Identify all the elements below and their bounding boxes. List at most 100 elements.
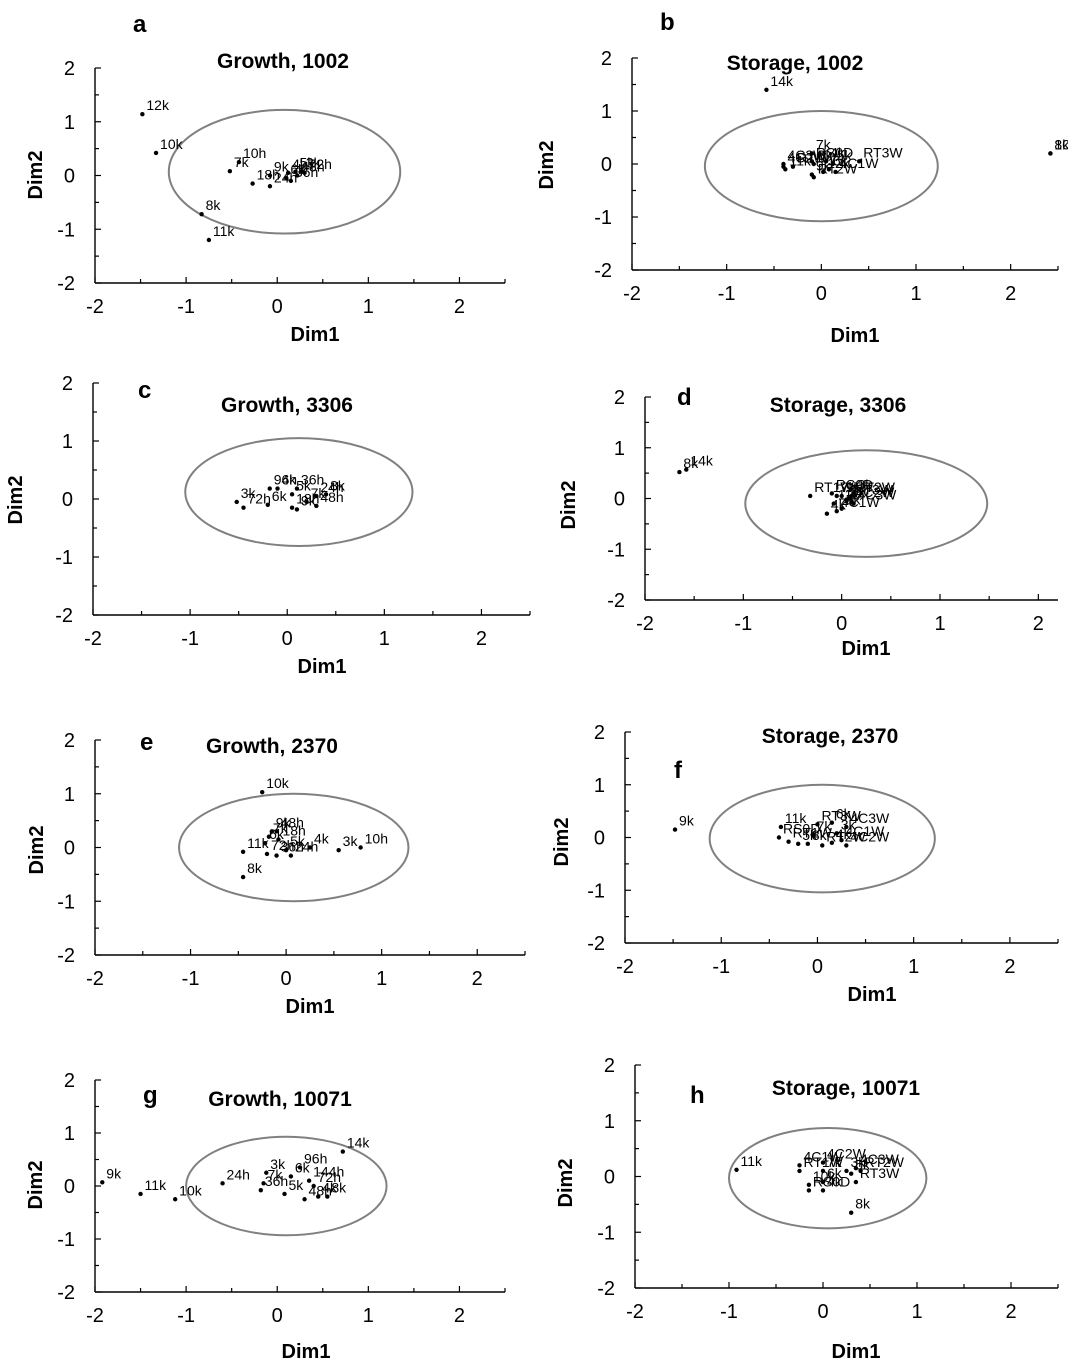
point-label: 9k	[274, 159, 290, 175]
point-label: 12k	[146, 97, 170, 113]
x-tick-label: 0	[836, 613, 847, 635]
data-point	[283, 847, 289, 853]
x-tick-label: 0	[281, 968, 292, 990]
point-label: 5k	[290, 833, 306, 849]
confidence-ellipse	[703, 110, 939, 223]
x-tick-label: -1	[177, 1305, 195, 1327]
x-tick-label: 0	[812, 956, 823, 978]
data-point	[672, 827, 678, 832]
point-label: 3k	[851, 1154, 867, 1170]
point-label: 3k	[270, 1156, 286, 1172]
x-tick-label: -1	[718, 283, 736, 305]
x-tick-label: 1	[911, 1301, 922, 1323]
point-label: 10k	[266, 775, 290, 791]
point-label: 72h	[248, 491, 271, 507]
point-label: 6k	[269, 826, 285, 842]
point-label: 4C3W	[787, 147, 827, 163]
data-point	[241, 505, 246, 510]
x-tick-label: -2	[636, 613, 654, 635]
data-point	[823, 159, 829, 164]
data-point	[821, 169, 826, 175]
x-tick-label: 0	[816, 283, 827, 305]
panel-letter: d	[677, 384, 692, 411]
point-label: 11k	[145, 1177, 168, 1193]
point-label: RT2W	[818, 160, 858, 176]
panel-title: Storage, 1002	[727, 52, 864, 75]
y-tick-label: -2	[57, 273, 75, 295]
data-point	[323, 492, 329, 497]
y-tick-label: 2	[614, 387, 625, 409]
point-label: 4C2W	[850, 828, 890, 844]
y-tick-label: 0	[64, 1176, 75, 1198]
point-label: 7k	[311, 485, 327, 501]
point-label: 5k	[296, 477, 312, 493]
point-label: 6k	[272, 488, 288, 504]
point-label: 24h	[274, 169, 297, 185]
y-tick-label: 1	[604, 1111, 615, 1133]
data-point	[304, 499, 309, 505]
y-tick-label: -1	[594, 207, 612, 229]
x-tick-label: 0	[282, 628, 293, 650]
data-point	[260, 789, 265, 795]
x-tick-label: -1	[734, 613, 752, 635]
data-point	[297, 1165, 303, 1170]
point-label: 4k	[830, 144, 846, 160]
data-point	[830, 161, 835, 167]
data-point	[289, 505, 295, 510]
x-tick-label: 2	[1005, 283, 1016, 305]
data-point	[820, 1188, 826, 1193]
point-label: 5k	[299, 155, 315, 171]
data-point	[857, 159, 862, 164]
point-label: 4C3W	[850, 810, 890, 826]
point-label: 6k	[827, 1165, 843, 1181]
data-point	[288, 853, 294, 858]
point-label: 4C1W	[841, 494, 881, 510]
point-label: RS0D	[783, 821, 820, 837]
data-point	[844, 498, 849, 504]
data-point	[764, 87, 769, 93]
point-label: RS0D	[813, 1173, 850, 1189]
point-label: 5k	[846, 492, 862, 508]
data-point	[829, 820, 835, 825]
confidence-ellipse	[178, 792, 410, 903]
y-tick-label: 1	[62, 431, 73, 453]
confidence-ellipse	[185, 1135, 388, 1237]
data-point	[808, 493, 813, 499]
point-label: 96h	[304, 1150, 327, 1166]
data-point	[302, 1197, 307, 1202]
point-label: 24h	[295, 839, 318, 855]
data-point	[172, 1197, 178, 1202]
point-label: 11k	[247, 835, 270, 851]
data-point	[250, 181, 255, 186]
data-point	[797, 1168, 802, 1174]
point-label: 72h	[318, 1169, 341, 1185]
x-axis-title: Dim1	[298, 656, 347, 678]
confidence-ellipse	[708, 783, 936, 894]
point-label: 9k	[816, 158, 832, 174]
point-label: 11k	[838, 487, 861, 503]
point-label: 3k	[241, 485, 257, 501]
point-label: 4k	[836, 826, 852, 842]
point-label: 4C2W	[827, 1146, 867, 1162]
data-point	[853, 1179, 859, 1185]
confidence-ellipse	[184, 437, 414, 547]
point-label: 36h	[281, 839, 304, 855]
point-label: 3k	[857, 476, 873, 492]
point-label: 12k	[827, 155, 851, 171]
x-tick-label: 1	[363, 1305, 374, 1327]
x-tick-label: 2	[1033, 613, 1044, 635]
point-label: 8k	[812, 827, 828, 843]
data-point	[294, 507, 300, 512]
point-label: 7k	[273, 820, 289, 836]
x-tick-label: -2	[86, 1305, 104, 1327]
y-tick-label: -2	[594, 260, 612, 282]
point-label: RT2W	[865, 1154, 905, 1170]
data-point	[264, 1170, 269, 1175]
data-point	[269, 829, 274, 834]
point-label: 4k	[827, 1173, 843, 1189]
y-axis-title: Dim2	[25, 1161, 47, 1210]
point-label: 11k	[789, 152, 812, 168]
data-point	[267, 173, 273, 178]
